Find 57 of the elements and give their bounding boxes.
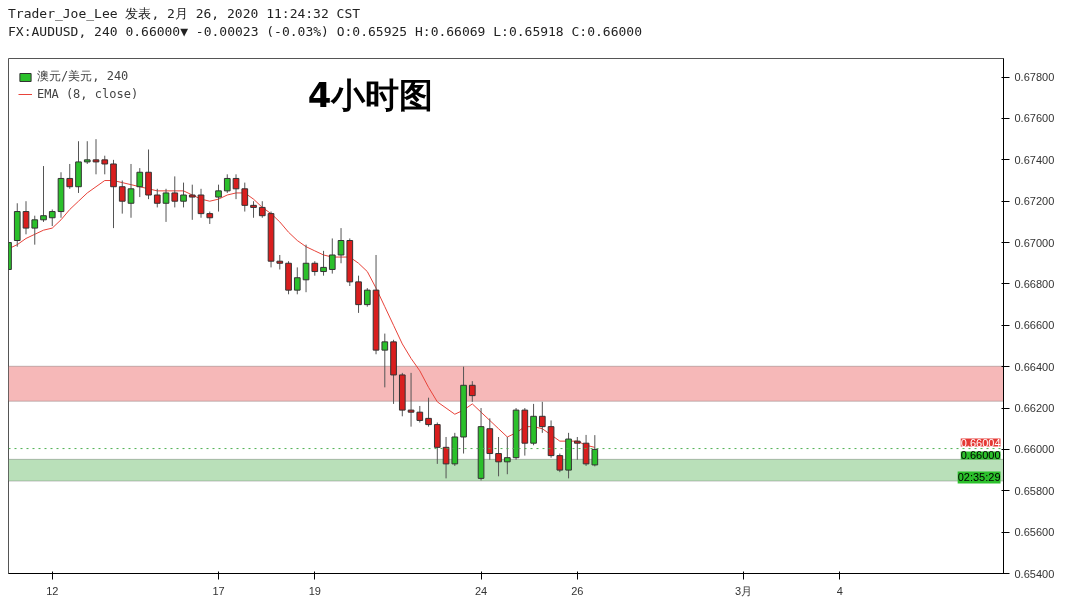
candlestick — [188, 184, 196, 221]
x-tick-label: 24 — [474, 584, 488, 597]
candlestick — [110, 159, 117, 229]
y-tick-label: 0.67200 — [1014, 195, 1055, 208]
annotation: 0.66000 — [960, 449, 1001, 462]
candlestick — [31, 215, 39, 246]
candlestick — [127, 163, 135, 219]
y-tick-label: 0.66800 — [1014, 277, 1055, 290]
y-tick-label: 0.66400 — [1014, 360, 1055, 373]
candlestick — [407, 372, 415, 428]
candlestick — [425, 397, 432, 428]
text: Trader_Joe_Lee 发表, 2月 26, 2020 11:24:32 CST — [8, 5, 362, 23]
candlestick — [83, 140, 91, 165]
y-tick-label: 0.67600 — [1014, 112, 1055, 125]
y-tick-label: 0.66200 — [1014, 402, 1055, 415]
candlestick — [433, 422, 441, 465]
y-tick-label: 0.66600 — [1014, 319, 1055, 332]
candlestick — [573, 436, 581, 461]
candlestick — [232, 173, 240, 200]
candlestick — [363, 287, 371, 308]
text: 4小时图 — [307, 74, 434, 115]
candlestick — [136, 167, 144, 198]
candlestick — [468, 380, 476, 403]
candlestick — [215, 184, 222, 213]
candlestick — [328, 237, 336, 275]
x-tick-label: 12 — [46, 584, 59, 597]
candlestick — [145, 149, 152, 200]
candlestick — [22, 200, 30, 235]
candlestick — [495, 436, 502, 477]
annotation: 02:35:29 — [957, 471, 1001, 484]
x-tick-label: 26 — [571, 584, 584, 597]
candlestick — [355, 275, 362, 314]
candlestick — [320, 250, 327, 277]
y-tick-label: 0.65800 — [1014, 484, 1055, 497]
candlestick — [293, 266, 301, 295]
candlestick — [180, 182, 187, 208]
x-tick-label: 17 — [212, 584, 225, 597]
y-tick-label: 0.65600 — [1014, 526, 1055, 539]
y-tick-label: 0.67400 — [1014, 153, 1055, 166]
legend-label: EMA (8, close) — [37, 87, 139, 101]
candlestick — [538, 401, 546, 434]
x-tick-label: 19 — [308, 584, 321, 597]
x-tick-label: 3月 — [735, 584, 753, 597]
text: FX:AUDUSD, 240 0.66000▼ -0.00023 (-0.03%) O:0.65925 H:0.66069 L:0.65918 C:0.66000 — [8, 23, 642, 41]
y-tick-label: 0.67000 — [1014, 236, 1055, 249]
y-tick-label: 0.66000 — [1014, 443, 1055, 456]
candlestick — [40, 165, 47, 223]
y-tick-label: 0.67800 — [1014, 71, 1055, 84]
candlestick — [223, 173, 231, 194]
x-tick-label: 4 — [836, 584, 843, 597]
ref-line-label: 0.66004 — [960, 436, 1001, 449]
candlestick — [241, 182, 249, 213]
candlestick — [118, 180, 126, 215]
candlestick — [503, 436, 511, 475]
y-tick-label: 0.65400 — [1014, 567, 1055, 580]
legend-label: 澳元/美元, 240 — [37, 68, 129, 85]
candlestick — [153, 188, 161, 208]
